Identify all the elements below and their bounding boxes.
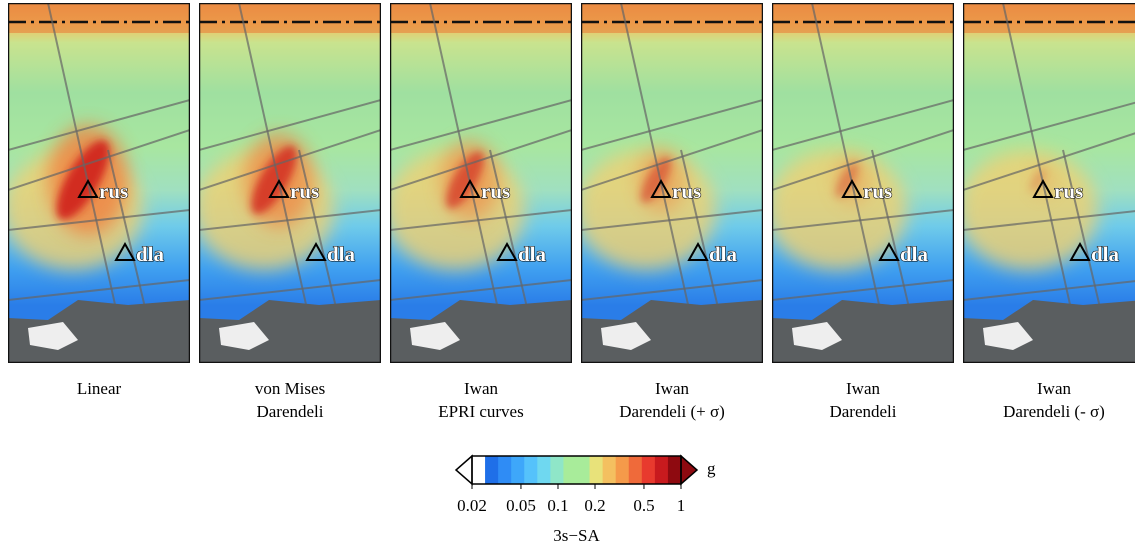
panel-label: Darendeli (+ σ) bbox=[619, 402, 725, 421]
unit-label: g bbox=[707, 459, 716, 478]
color-bin bbox=[577, 456, 591, 484]
fault-band bbox=[390, 3, 572, 33]
color-bin bbox=[616, 456, 630, 484]
color-bin bbox=[590, 456, 604, 484]
fault-band bbox=[199, 3, 381, 33]
panel-label: Darendeli (- σ) bbox=[1003, 402, 1105, 421]
station-label: rus bbox=[99, 179, 128, 203]
panel-label: EPRI curves bbox=[438, 402, 523, 421]
station-label: dla bbox=[1091, 242, 1120, 266]
color-bin bbox=[668, 456, 682, 484]
tick-label: 0.1 bbox=[547, 496, 568, 515]
color-bin bbox=[524, 456, 538, 484]
color-bin bbox=[563, 456, 577, 484]
panel-label: Iwan bbox=[464, 379, 498, 398]
panel-label: von Mises bbox=[255, 379, 325, 398]
map-panel bbox=[958, 3, 1135, 363]
map-panel bbox=[3, 3, 190, 363]
panel-label: Iwan bbox=[1037, 379, 1071, 398]
color-bin bbox=[537, 456, 551, 484]
color-bin bbox=[629, 456, 643, 484]
map-panel bbox=[767, 3, 954, 363]
under-arrow bbox=[456, 456, 472, 484]
panel-label: Darendeli bbox=[256, 402, 323, 421]
map-panel bbox=[194, 3, 381, 363]
color-bin bbox=[498, 456, 512, 484]
station-label: rus bbox=[1054, 179, 1083, 203]
panel-label: Iwan bbox=[846, 379, 880, 398]
color-bin bbox=[511, 456, 525, 484]
color-bin bbox=[603, 456, 617, 484]
map-panels: rus dla Linear rus dla von Mises Darendeli rus d… bbox=[3, 3, 1135, 421]
panel-label: Linear bbox=[77, 379, 122, 398]
station-label: dla bbox=[518, 242, 547, 266]
panel-label: Iwan bbox=[655, 379, 689, 398]
tick-label: 0.05 bbox=[506, 496, 536, 515]
tick-label: 1 bbox=[677, 496, 686, 515]
fault-band bbox=[772, 3, 954, 33]
station-label: dla bbox=[136, 242, 165, 266]
station-label: rus bbox=[481, 179, 510, 203]
map-panel bbox=[576, 3, 763, 363]
colorbar: 0.02 0.05 0.1 0.2 0.5 1 g 3s−SA bbox=[456, 456, 716, 545]
tick-label: 0.2 bbox=[584, 496, 605, 515]
color-bin bbox=[655, 456, 669, 484]
panel-label: Darendeli bbox=[829, 402, 896, 421]
station-label: dla bbox=[327, 242, 356, 266]
station-label: dla bbox=[709, 242, 738, 266]
color-bin bbox=[550, 456, 564, 484]
station-label: rus bbox=[290, 179, 319, 203]
figure: rus dla Linear rus dla von Mises Darendeli rus d… bbox=[0, 0, 1135, 552]
color-bin bbox=[642, 456, 656, 484]
color-bin bbox=[472, 456, 486, 484]
tick-label: 0.5 bbox=[633, 496, 654, 515]
color-bin bbox=[485, 456, 499, 484]
map-panel bbox=[385, 3, 572, 363]
station-label: dla bbox=[900, 242, 929, 266]
fault-band bbox=[963, 3, 1135, 33]
station-label: rus bbox=[863, 179, 892, 203]
fault-band bbox=[8, 3, 190, 33]
tick-label: 0.02 bbox=[457, 496, 487, 515]
fault-band bbox=[581, 3, 763, 33]
over-arrow bbox=[681, 456, 697, 484]
station-label: rus bbox=[672, 179, 701, 203]
colorbar-label: 3s−SA bbox=[553, 526, 600, 545]
